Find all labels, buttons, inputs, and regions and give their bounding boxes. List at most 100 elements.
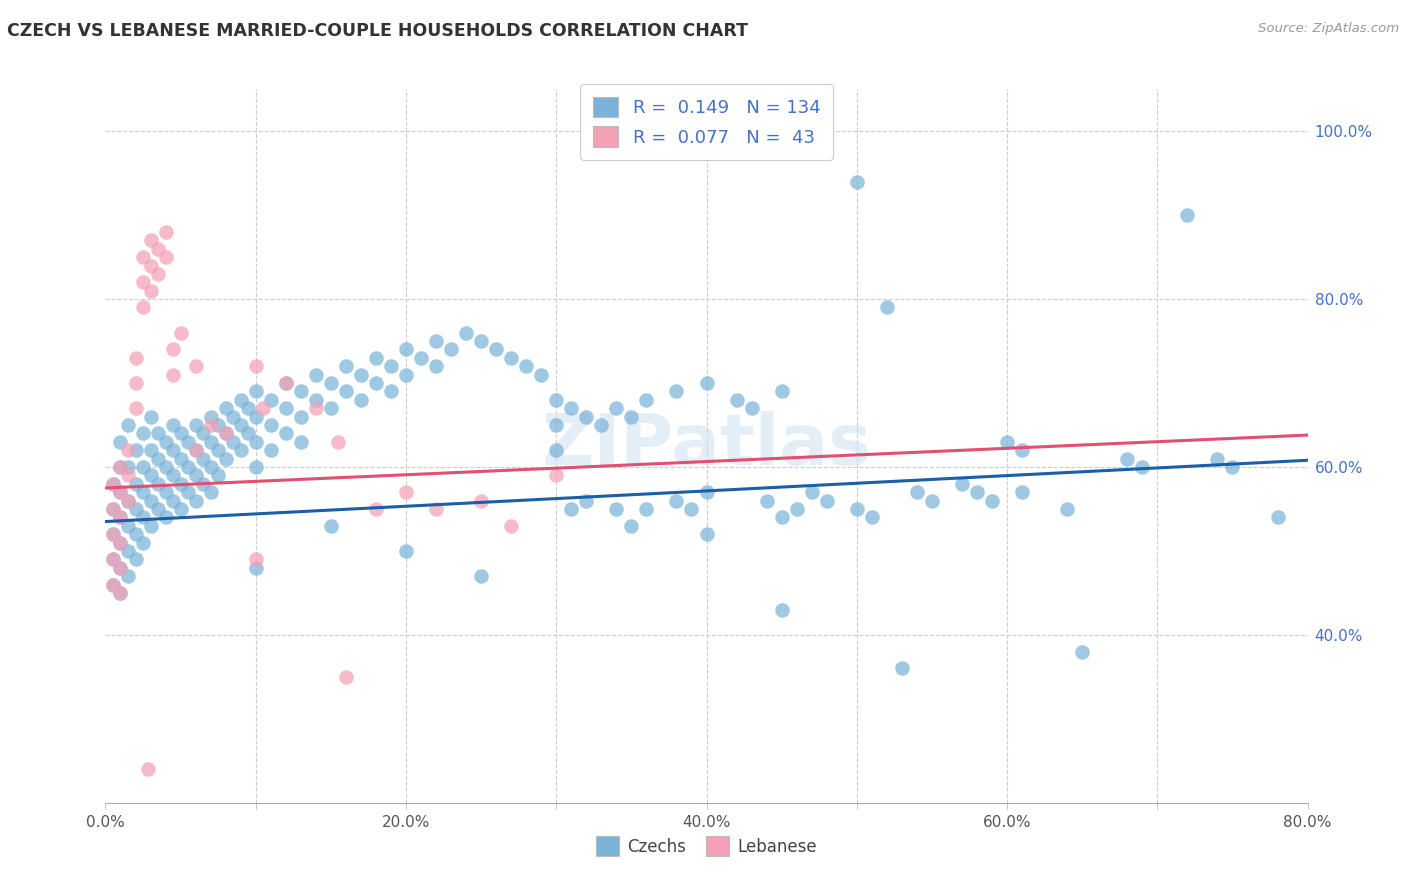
Point [605, 401, 627, 416]
Point [546, 417, 568, 432]
Point [110, 485, 132, 500]
Point [560, 502, 582, 516]
Point [169, 451, 191, 466]
Point [101, 552, 124, 566]
Point [290, 409, 312, 424]
Point [274, 401, 297, 416]
Point [207, 443, 229, 458]
Point [1011, 485, 1033, 500]
Point [110, 535, 132, 549]
Point [139, 443, 162, 458]
Point [636, 502, 658, 516]
Point [184, 443, 207, 458]
Point [124, 351, 146, 365]
Point [696, 485, 718, 500]
Point [169, 426, 191, 441]
Point [845, 502, 868, 516]
Point [162, 493, 184, 508]
Point [380, 384, 402, 399]
Point [132, 460, 155, 475]
Point [139, 284, 162, 298]
Point [146, 426, 169, 441]
Point [155, 485, 177, 500]
Point [184, 493, 207, 508]
Point [132, 510, 155, 524]
Point [530, 368, 553, 382]
Text: Source: ZipAtlas.com: Source: ZipAtlas.com [1258, 22, 1399, 36]
Point [770, 384, 793, 399]
Point [245, 460, 267, 475]
Point [110, 560, 132, 574]
Point [876, 301, 898, 315]
Point [575, 493, 598, 508]
Point [425, 502, 447, 516]
Text: ZIPatlas: ZIPatlas [541, 411, 872, 481]
Legend: Czechs, Lebanese: Czechs, Lebanese [589, 830, 824, 863]
Point [245, 384, 267, 399]
Point [1175, 208, 1198, 222]
Point [815, 493, 838, 508]
Point [454, 326, 477, 340]
Point [117, 544, 139, 558]
Point [132, 275, 155, 289]
Point [222, 434, 245, 449]
Point [110, 586, 132, 600]
Point [177, 434, 200, 449]
Point [755, 493, 778, 508]
Point [1116, 451, 1139, 466]
Point [696, 527, 718, 541]
Point [200, 460, 222, 475]
Point [1267, 510, 1289, 524]
Point [169, 326, 191, 340]
Point [184, 443, 207, 458]
Point [139, 233, 162, 247]
Point [117, 569, 139, 583]
Point [395, 343, 418, 357]
Point [110, 434, 132, 449]
Point [117, 460, 139, 475]
Point [319, 518, 342, 533]
Point [696, 376, 718, 390]
Point [260, 443, 283, 458]
Point [252, 401, 274, 416]
Point [305, 401, 328, 416]
Point [409, 351, 432, 365]
Point [169, 476, 191, 491]
Point [184, 359, 207, 374]
Point [101, 476, 124, 491]
Point [546, 392, 568, 407]
Point [800, 485, 823, 500]
Point [245, 434, 267, 449]
Point [364, 376, 387, 390]
Point [364, 502, 387, 516]
Point [117, 493, 139, 508]
Point [290, 434, 312, 449]
Point [124, 376, 146, 390]
Point [191, 426, 214, 441]
Point [1130, 460, 1153, 475]
Point [101, 577, 124, 591]
Point [146, 242, 169, 256]
Point [290, 384, 312, 399]
Point [169, 502, 191, 516]
Point [575, 409, 598, 424]
Point [146, 451, 169, 466]
Point [124, 401, 146, 416]
Point [214, 401, 236, 416]
Point [470, 334, 492, 348]
Point [770, 510, 793, 524]
Point [162, 468, 184, 483]
Point [995, 434, 1018, 449]
Point [117, 518, 139, 533]
Point [364, 351, 387, 365]
Point [560, 401, 582, 416]
Point [966, 485, 988, 500]
Point [124, 476, 146, 491]
Point [305, 368, 328, 382]
Point [395, 544, 418, 558]
Point [245, 560, 267, 574]
Point [845, 175, 868, 189]
Point [177, 485, 200, 500]
Point [335, 359, 357, 374]
Point [620, 518, 643, 533]
